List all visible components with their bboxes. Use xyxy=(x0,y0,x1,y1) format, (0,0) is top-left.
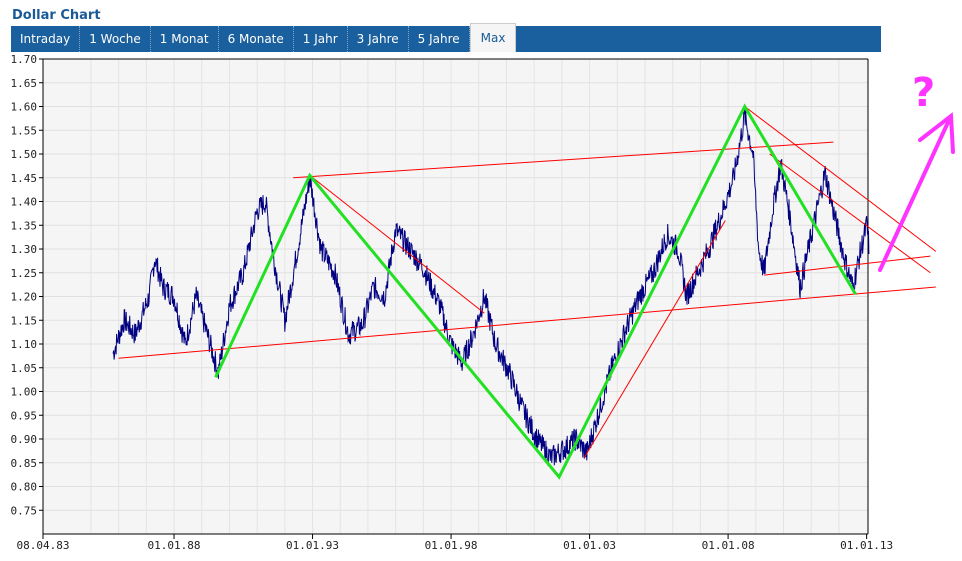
y-tick-label: 1.30 xyxy=(11,243,38,256)
x-tick-label: 01.01.13 xyxy=(840,539,893,552)
trend-line xyxy=(293,141,834,179)
tab-3-jahre[interactable]: 3 Jahre xyxy=(348,26,409,52)
question-mark: ? xyxy=(912,70,935,116)
trend-line xyxy=(309,174,485,314)
y-tick-label: 1.05 xyxy=(11,362,38,375)
tab-5-jahre[interactable]: 5 Jahre xyxy=(409,26,470,52)
y-tick-label: 1.60 xyxy=(11,101,38,114)
x-tick-label: 01.01.08 xyxy=(702,539,755,552)
trend-line xyxy=(744,106,937,252)
y-tick-label: 1.00 xyxy=(11,386,38,399)
y-tick-label: 0.85 xyxy=(11,457,38,470)
trend-line xyxy=(769,153,931,274)
x-tick-label: 01.01.93 xyxy=(286,539,339,552)
y-tick-label: 1.40 xyxy=(11,196,38,209)
x-tick-label: 01.01.88 xyxy=(148,539,201,552)
series-line-dollar xyxy=(112,109,870,466)
y-tick-label: 0.80 xyxy=(11,481,38,494)
y-tick-label: 1.55 xyxy=(11,124,38,137)
tab-1-monat[interactable]: 1 Monat xyxy=(151,26,219,52)
y-tick-label: 1.45 xyxy=(11,172,38,185)
tab-max[interactable]: Max xyxy=(469,23,517,52)
y-tick-label: 1.35 xyxy=(11,219,38,232)
x-tick-label: 01.01.03 xyxy=(563,539,616,552)
trend-line xyxy=(583,220,726,459)
tab-1-jahr[interactable]: 1 Jahr xyxy=(294,26,348,52)
range-tabs: Intraday 1 Woche 1 Monat 6 Monate 1 Jahr 3 Ja… xyxy=(11,23,881,52)
trend-line xyxy=(764,255,931,276)
x-tick-label: 01.01.98 xyxy=(425,539,478,552)
y-tick-label: 1.15 xyxy=(11,314,38,327)
y-tick-label: 1.25 xyxy=(11,267,38,280)
y-tick-label: 1.20 xyxy=(11,291,38,304)
tab-intraday[interactable]: Intraday xyxy=(11,26,81,52)
y-tick-label: 0.90 xyxy=(11,433,38,446)
arrow-annotation xyxy=(878,112,955,272)
trend-line xyxy=(118,286,936,359)
y-tick-label: 1.10 xyxy=(11,338,38,351)
y-tick-label: 0.95 xyxy=(11,409,38,422)
x-tick-label: 08.04.83 xyxy=(17,539,70,552)
y-tick-label: 1.65 xyxy=(11,77,38,90)
zigzag-pattern-line xyxy=(214,103,857,480)
page-title: Dollar Chart xyxy=(12,8,101,23)
tab-1-woche[interactable]: 1 Woche xyxy=(80,26,151,52)
tab-6-monate[interactable]: 6 Monate xyxy=(219,26,294,52)
y-tick-label: 1.50 xyxy=(11,148,38,161)
y-tick-label: 1.70 xyxy=(11,53,38,66)
y-tick-label: 0.75 xyxy=(11,504,38,517)
